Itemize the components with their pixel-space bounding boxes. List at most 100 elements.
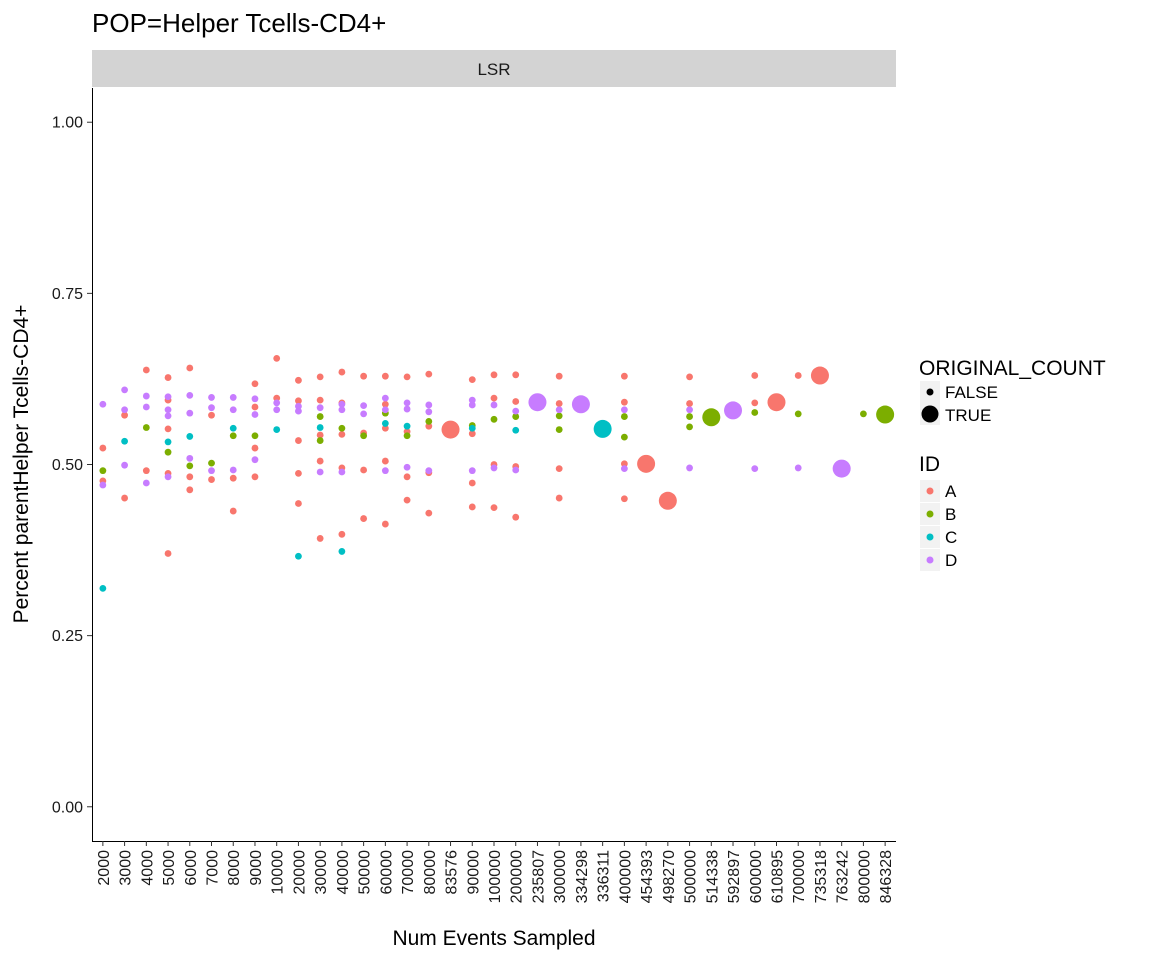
point-c <box>121 437 128 445</box>
point-b <box>620 433 628 441</box>
point-original-a <box>658 491 677 510</box>
y-tick-label: 0.00 <box>52 799 83 816</box>
point-d <box>338 406 346 414</box>
points-layer <box>99 354 895 592</box>
point-c <box>316 424 324 431</box>
x-tick-label: 30000 <box>313 850 330 895</box>
point-d <box>794 464 802 472</box>
x-tick-label: 8000 <box>226 850 243 886</box>
legend-key-a <box>926 487 934 495</box>
x-tick-label: 6000 <box>183 850 200 886</box>
y-tick-label: 0.50 <box>52 457 83 474</box>
point-d <box>686 406 693 414</box>
x-tick-label: 60000 <box>378 850 395 895</box>
point-a <box>381 400 389 408</box>
x-tick-label: 70000 <box>400 850 417 895</box>
point-d <box>686 464 693 472</box>
legend-size-title: ORIGINAL_COUNT <box>919 357 1106 380</box>
point-d <box>403 405 411 413</box>
point-a <box>360 515 368 522</box>
point-a <box>186 364 194 372</box>
point-a <box>620 398 628 406</box>
point-original-d <box>571 395 590 414</box>
point-a <box>164 550 172 557</box>
point-b <box>142 424 150 431</box>
point-c <box>99 585 107 592</box>
point-d <box>186 391 194 399</box>
x-tick-label: 40000 <box>335 850 352 895</box>
point-d <box>512 466 520 474</box>
point-c <box>512 426 520 434</box>
point-a <box>295 397 302 405</box>
point-a <box>751 399 759 407</box>
point-d <box>273 399 281 407</box>
point-d <box>208 404 215 412</box>
x-tick-label: 7000 <box>205 850 222 886</box>
legend-label-b: B <box>945 505 956 524</box>
point-b <box>794 410 802 418</box>
point-b <box>425 417 433 425</box>
point-b <box>208 459 215 467</box>
point-b <box>99 467 107 475</box>
point-a <box>229 507 237 515</box>
point-a <box>295 437 302 444</box>
point-b <box>555 412 563 420</box>
point-a <box>164 374 172 381</box>
point-b <box>860 410 867 418</box>
x-tick-label: 5000 <box>161 850 178 886</box>
point-d <box>425 408 433 416</box>
x-tick-label: 498270 <box>661 850 678 903</box>
point-a <box>338 530 346 538</box>
point-a <box>425 509 433 517</box>
x-tick-label: 300000 <box>552 850 569 903</box>
point-original-c <box>593 419 612 438</box>
point-b <box>360 432 368 440</box>
point-d <box>381 394 389 402</box>
point-b <box>316 413 324 420</box>
point-d <box>186 409 194 417</box>
point-d <box>555 406 563 414</box>
x-tick-label: 80000 <box>422 850 439 895</box>
x-tick-label: 3000 <box>118 850 135 886</box>
point-d <box>338 400 346 408</box>
x-tick-label: 334298 <box>574 850 591 903</box>
x-tick-label: 4000 <box>139 850 156 886</box>
point-b <box>316 437 324 444</box>
point-b <box>164 448 172 456</box>
point-original-d <box>832 459 851 478</box>
point-d <box>468 401 476 409</box>
point-original-b <box>876 405 895 424</box>
facet-strip-label: LSR <box>477 60 510 79</box>
point-a <box>360 466 368 474</box>
point-d <box>229 406 237 414</box>
y-tick-label: 0.25 <box>52 628 83 645</box>
point-d <box>468 467 476 475</box>
point-a <box>142 366 150 374</box>
point-d <box>403 399 411 407</box>
point-a <box>164 425 172 433</box>
point-d <box>338 468 346 476</box>
x-tick-label: 83576 <box>444 850 461 895</box>
point-d <box>251 411 259 418</box>
point-a <box>381 424 389 432</box>
point-d <box>381 406 389 414</box>
point-d <box>251 456 259 464</box>
point-d <box>620 465 628 473</box>
point-a <box>490 371 498 379</box>
x-tick-label: 610895 <box>769 850 786 903</box>
point-d <box>316 404 324 412</box>
x-tick-label: 400000 <box>617 850 634 903</box>
point-c <box>186 433 194 440</box>
point-a <box>403 373 411 381</box>
legend-label-c: C <box>945 528 957 547</box>
y-tick-label: 1.00 <box>52 115 83 132</box>
x-tick-label: 800000 <box>856 850 873 903</box>
point-b <box>490 415 498 423</box>
point-b <box>403 432 411 440</box>
point-d <box>142 479 150 487</box>
point-a <box>316 457 324 465</box>
point-a <box>425 422 433 430</box>
point-a <box>121 411 128 419</box>
x-tick-label: 100000 <box>487 850 504 903</box>
